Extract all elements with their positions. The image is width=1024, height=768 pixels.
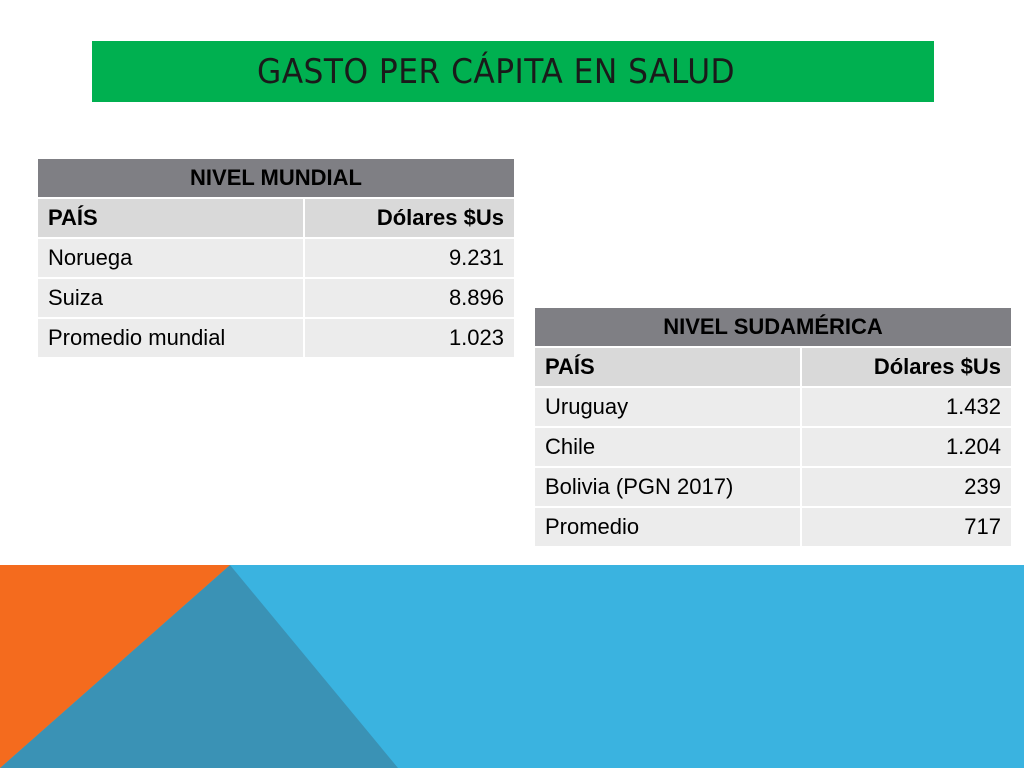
south-america-spending-table: NIVEL SUDAMÉRICA PAÍS Dólares $Us Urugua… [533, 306, 1014, 548]
country-cell: Bolivia (PGN 2017) [533, 466, 802, 508]
slide-title: GASTO PER CÁPITA EN SALUD [257, 51, 736, 92]
country-cell: Noruega [36, 237, 305, 279]
table-row: Noruega 9.231 [36, 237, 517, 279]
value-cell: 717 [799, 506, 1014, 548]
country-cell: Uruguay [533, 386, 802, 428]
table-header-row: PAÍS Dólares $Us [533, 346, 1014, 388]
column-header-dollars: Dólares $Us [799, 346, 1014, 388]
table-row: Bolivia (PGN 2017) 239 [533, 466, 1014, 508]
country-cell: Promedio mundial [36, 317, 305, 359]
column-header-country: PAÍS [533, 346, 802, 388]
value-cell: 1.023 [302, 317, 517, 359]
table-title-row: NIVEL SUDAMÉRICA [533, 306, 1013, 348]
footer-orange-triangle [0, 565, 230, 768]
table-row: Uruguay 1.432 [533, 386, 1014, 428]
footer-teal-triangle [0, 565, 398, 768]
country-cell: Promedio [533, 506, 802, 548]
world-spending-table: NIVEL MUNDIAL PAÍS Dólares $Us Noruega 9… [36, 157, 517, 359]
value-cell: 1.204 [799, 426, 1014, 468]
table-row: Promedio 717 [533, 506, 1014, 548]
country-cell: Chile [533, 426, 802, 468]
title-bar: GASTO PER CÁPITA EN SALUD [92, 41, 934, 102]
value-cell: 9.231 [302, 237, 517, 279]
column-header-country: PAÍS [36, 197, 305, 239]
table-row: Suiza 8.896 [36, 277, 517, 319]
table-title: NIVEL MUNDIAL [36, 157, 516, 199]
table-title: NIVEL SUDAMÉRICA [533, 306, 1013, 348]
footer-decoration [0, 565, 1024, 768]
value-cell: 8.896 [302, 277, 517, 319]
table-title-row: NIVEL MUNDIAL [36, 157, 516, 199]
table-row: Chile 1.204 [533, 426, 1014, 468]
table-row: Promedio mundial 1.023 [36, 317, 517, 359]
column-header-dollars: Dólares $Us [302, 197, 517, 239]
table-header-row: PAÍS Dólares $Us [36, 197, 517, 239]
country-cell: Suiza [36, 277, 305, 319]
value-cell: 239 [799, 466, 1014, 508]
value-cell: 1.432 [799, 386, 1014, 428]
